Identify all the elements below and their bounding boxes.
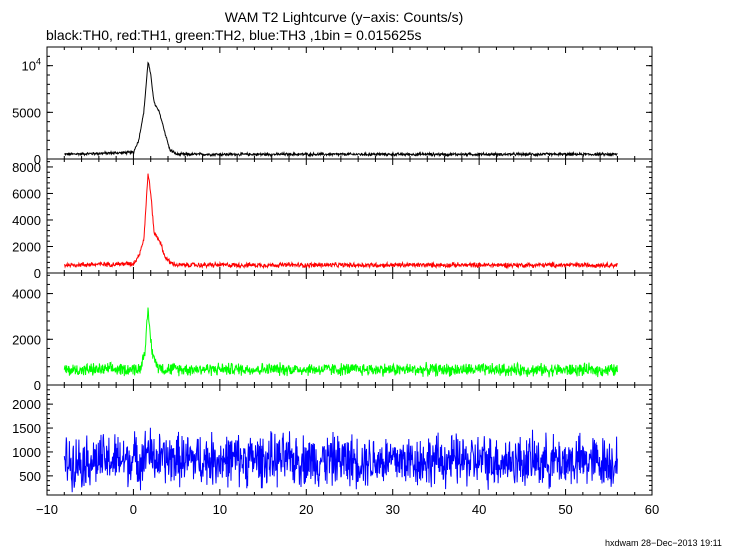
y-tick-label: 6000 <box>12 186 41 201</box>
series-TH2 <box>63 307 618 378</box>
y-tick-label: 4000 <box>12 287 41 302</box>
y-tick-label: 1000 <box>12 445 41 460</box>
y-tick-label: 2000 <box>12 332 41 347</box>
x-tick-label: 50 <box>558 502 572 517</box>
panel-0: 0 5000 104 <box>12 46 653 167</box>
chart-title: WAM T2 Lightcurve (y−axis: Counts/s) <box>225 9 463 25</box>
y-tick-exponent: 4 <box>36 57 41 67</box>
panels: 0500010402000400060008000020004000500100… <box>12 46 653 496</box>
y-tick-label: 0 <box>34 378 41 393</box>
x-tick-label: −10 <box>36 502 58 517</box>
y-tick-label: 2000 <box>12 239 41 254</box>
y-tick-label: 500 <box>19 469 41 484</box>
panel-1: 0 2000 4000 6000 8000 <box>12 158 653 281</box>
y-tick-label: 104 <box>22 57 41 74</box>
panel-frame <box>46 384 653 496</box>
footer-stamp: hxdwam 28−Dec−2013 19:11 <box>605 538 722 548</box>
x-tick-label: 0 <box>130 502 137 517</box>
y-tick-label: 0 <box>34 266 41 281</box>
y-tick-label: 4000 <box>12 213 41 228</box>
panel-2: 0 2000 4000 <box>12 272 653 393</box>
y-tick-label: 2000 <box>12 397 41 412</box>
y-tick-label: 5000 <box>12 105 41 120</box>
x-tick-label: 60 <box>645 502 659 517</box>
x-tick-label: 10 <box>213 502 227 517</box>
panel-3: 500 1000 1500 2000 <box>12 384 653 496</box>
series-TH0 <box>64 61 618 158</box>
y-tick-label: 8000 <box>12 160 41 175</box>
x-axis: −10 0 10 20 30 40 50 60 <box>36 502 659 517</box>
x-tick-label: 30 <box>385 502 399 517</box>
series-TH3 <box>63 427 618 493</box>
y-tick-label: 1500 <box>12 421 41 436</box>
y-tick-label: 0 <box>34 152 41 167</box>
x-tick-label: 40 <box>472 502 486 517</box>
x-tick-label: 20 <box>299 502 313 517</box>
series-TH1 <box>63 173 618 270</box>
chart-subtitle: black:TH0, red:TH1, green:TH2, blue:TH3 … <box>46 27 421 43</box>
